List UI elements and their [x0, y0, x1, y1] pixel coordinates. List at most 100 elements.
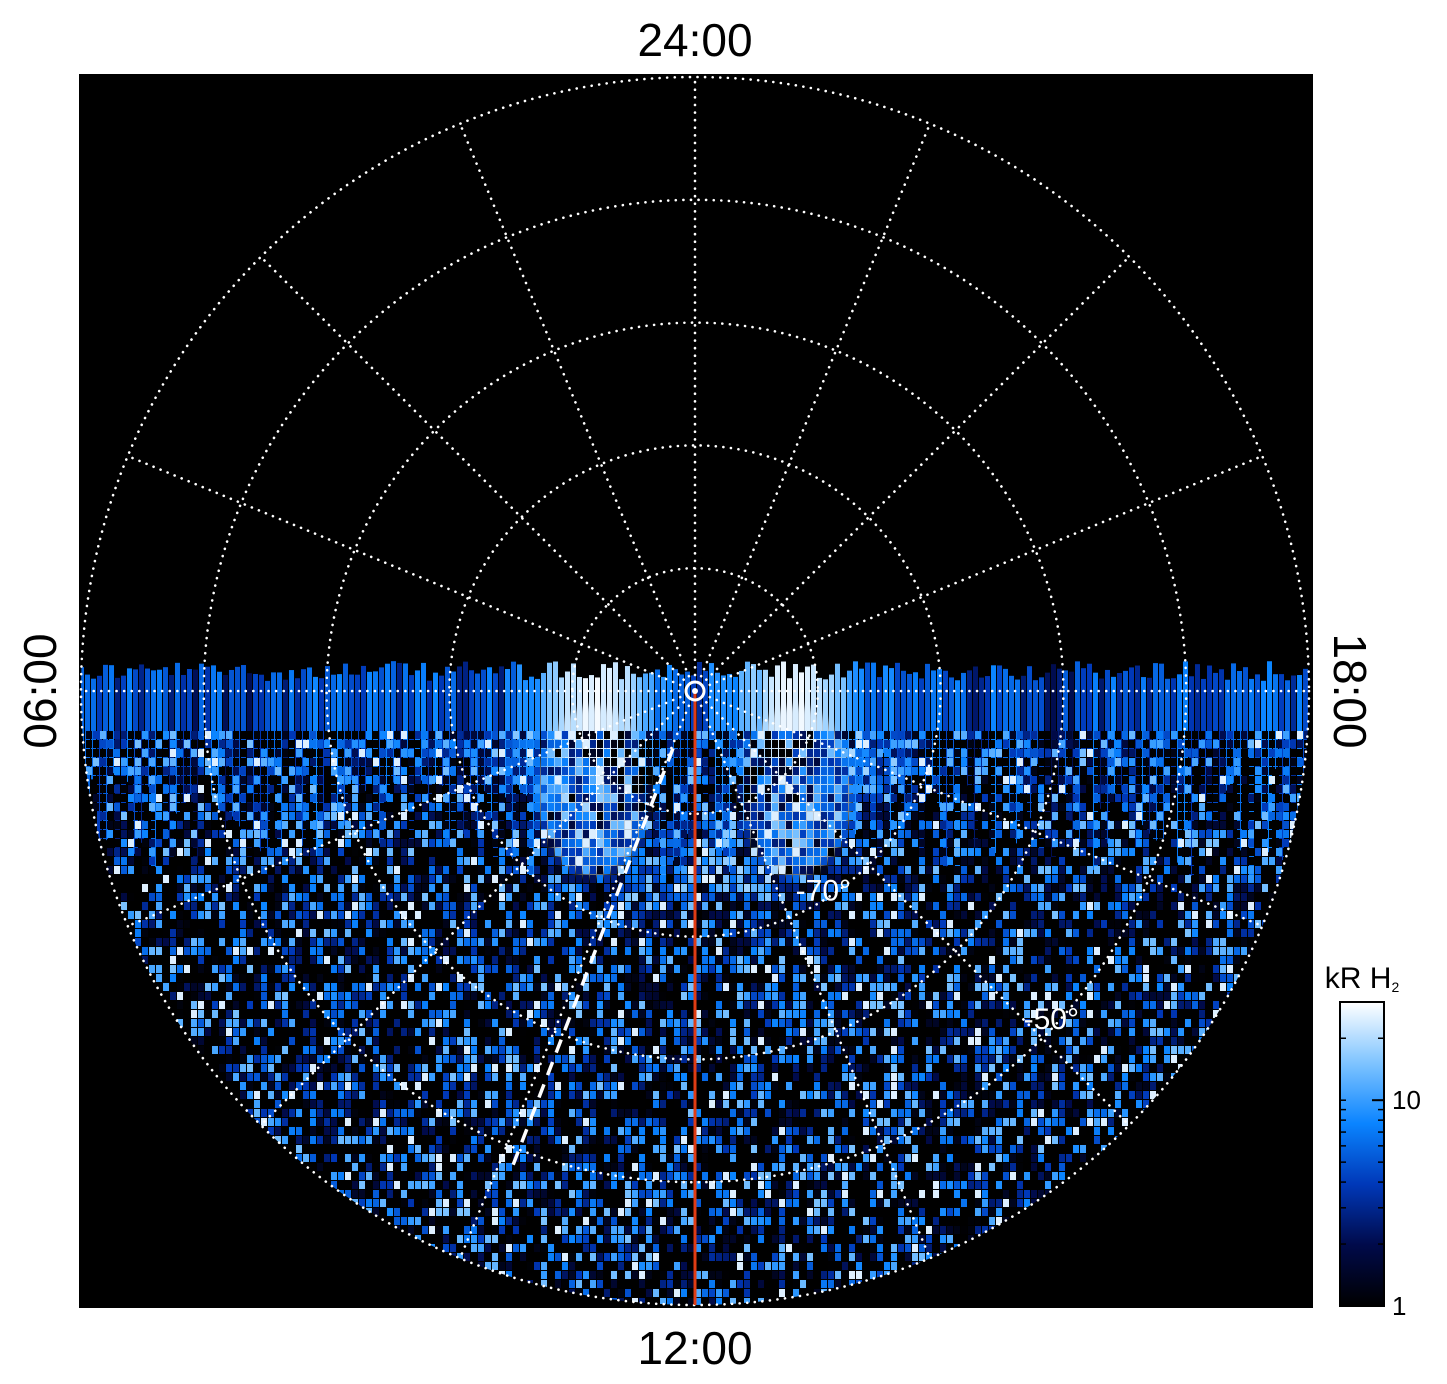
- heat-cell: [1199, 767, 1205, 775]
- heat-cell: [1129, 893, 1135, 901]
- heat-cell: [898, 794, 904, 802]
- heat-cell: [282, 749, 288, 757]
- heat-cell: [380, 749, 386, 757]
- heat-cell: [149, 938, 155, 946]
- heat-cell: [541, 965, 547, 973]
- heat-cell: [730, 749, 736, 757]
- heat-cell: [303, 767, 309, 775]
- heat-cell: [1073, 839, 1079, 847]
- heat-cell: [870, 848, 876, 856]
- heat-cell: [429, 731, 435, 739]
- heat-cell: [464, 974, 470, 982]
- heat-cell: [415, 731, 421, 739]
- heat-cell: [373, 875, 379, 883]
- heat-cell: [492, 803, 498, 811]
- heat-cell: [1178, 803, 1184, 811]
- heat-cell: [1234, 956, 1240, 964]
- heat-streak: [967, 670, 972, 786]
- heat-cell: [1073, 740, 1079, 748]
- heat-cell: [681, 812, 687, 820]
- heat-cell: [1010, 947, 1016, 955]
- heat-cell: [1101, 731, 1107, 739]
- heat-cell: [1045, 749, 1051, 757]
- heat-cell: [695, 740, 701, 748]
- heat-cell: [1150, 803, 1156, 811]
- heat-cell: [170, 821, 176, 829]
- heat-cell: [667, 983, 673, 991]
- heat-cell: [625, 785, 631, 793]
- heat-cell: [240, 830, 246, 838]
- heat-cell: [569, 812, 575, 820]
- heat-cell: [975, 776, 981, 784]
- heat-cell: [142, 794, 148, 802]
- heat-cell: [1185, 749, 1191, 757]
- heat-cell: [625, 947, 631, 955]
- heat-cell: [275, 803, 281, 811]
- heat-cell: [121, 731, 127, 739]
- heat-cell: [555, 803, 561, 811]
- heat-cell: [177, 821, 183, 829]
- heat-cell: [1234, 875, 1240, 883]
- heat-cell: [527, 839, 533, 847]
- heat-cell: [947, 785, 953, 793]
- heat-cell: [366, 758, 372, 766]
- heat-streak: [985, 676, 990, 757]
- heat-cell: [933, 866, 939, 874]
- heat-cell: [492, 911, 498, 919]
- heat-cell: [422, 974, 428, 982]
- heat-cell: [1010, 794, 1016, 802]
- heat-cell: [240, 848, 246, 856]
- heat-cell: [198, 938, 204, 946]
- heat-cell: [1143, 821, 1149, 829]
- heat-cell: [149, 731, 155, 739]
- heat-cell: [156, 929, 162, 937]
- heat-cell: [198, 902, 204, 910]
- heat-cell: [947, 803, 953, 811]
- heat-cell: [863, 929, 869, 937]
- heat-cell: [569, 929, 575, 937]
- heat-cell: [1038, 938, 1044, 946]
- heat-cell: [345, 794, 351, 802]
- heat-cell: [464, 812, 470, 820]
- heat-cell: [289, 731, 295, 739]
- heat-cell: [135, 794, 141, 802]
- heat-cell: [1178, 758, 1184, 766]
- heat-cell: [1052, 731, 1058, 739]
- heat-cell: [870, 812, 876, 820]
- heat-cell: [268, 758, 274, 766]
- heat-cell: [933, 893, 939, 901]
- heat-cell: [688, 740, 694, 748]
- heat-cell: [275, 749, 281, 757]
- heat-cell: [779, 965, 785, 973]
- heat-cell: [170, 866, 176, 874]
- heat-cell: [681, 848, 687, 856]
- heat-cell: [359, 794, 365, 802]
- heat-cell: [212, 767, 218, 775]
- heat-cell: [212, 740, 218, 748]
- heat-cell: [926, 776, 932, 784]
- heat-cell: [828, 731, 834, 739]
- heat-cell: [975, 875, 981, 883]
- heat-cell: [548, 965, 554, 973]
- heat-cell: [1094, 956, 1100, 964]
- heat-cell: [492, 875, 498, 883]
- heat-cell: [492, 740, 498, 748]
- heat-cell: [1045, 893, 1051, 901]
- heat-cell: [919, 767, 925, 775]
- heat-cell: [198, 767, 204, 775]
- heat-cell: [338, 803, 344, 811]
- heat-cell: [723, 731, 729, 739]
- heat-cell: [289, 938, 295, 946]
- heat-cell: [716, 965, 722, 973]
- heat-cell: [863, 866, 869, 874]
- heat-cell: [842, 938, 848, 946]
- heat-cell: [702, 857, 708, 865]
- heat-cell: [1290, 821, 1296, 829]
- heat-cell: [296, 866, 302, 874]
- heat-cell: [730, 785, 736, 793]
- heat-cell: [429, 839, 435, 847]
- heat-cell: [779, 857, 785, 865]
- heat-cell: [604, 749, 610, 757]
- heat-cell: [954, 920, 960, 928]
- heat-cell: [1213, 848, 1219, 856]
